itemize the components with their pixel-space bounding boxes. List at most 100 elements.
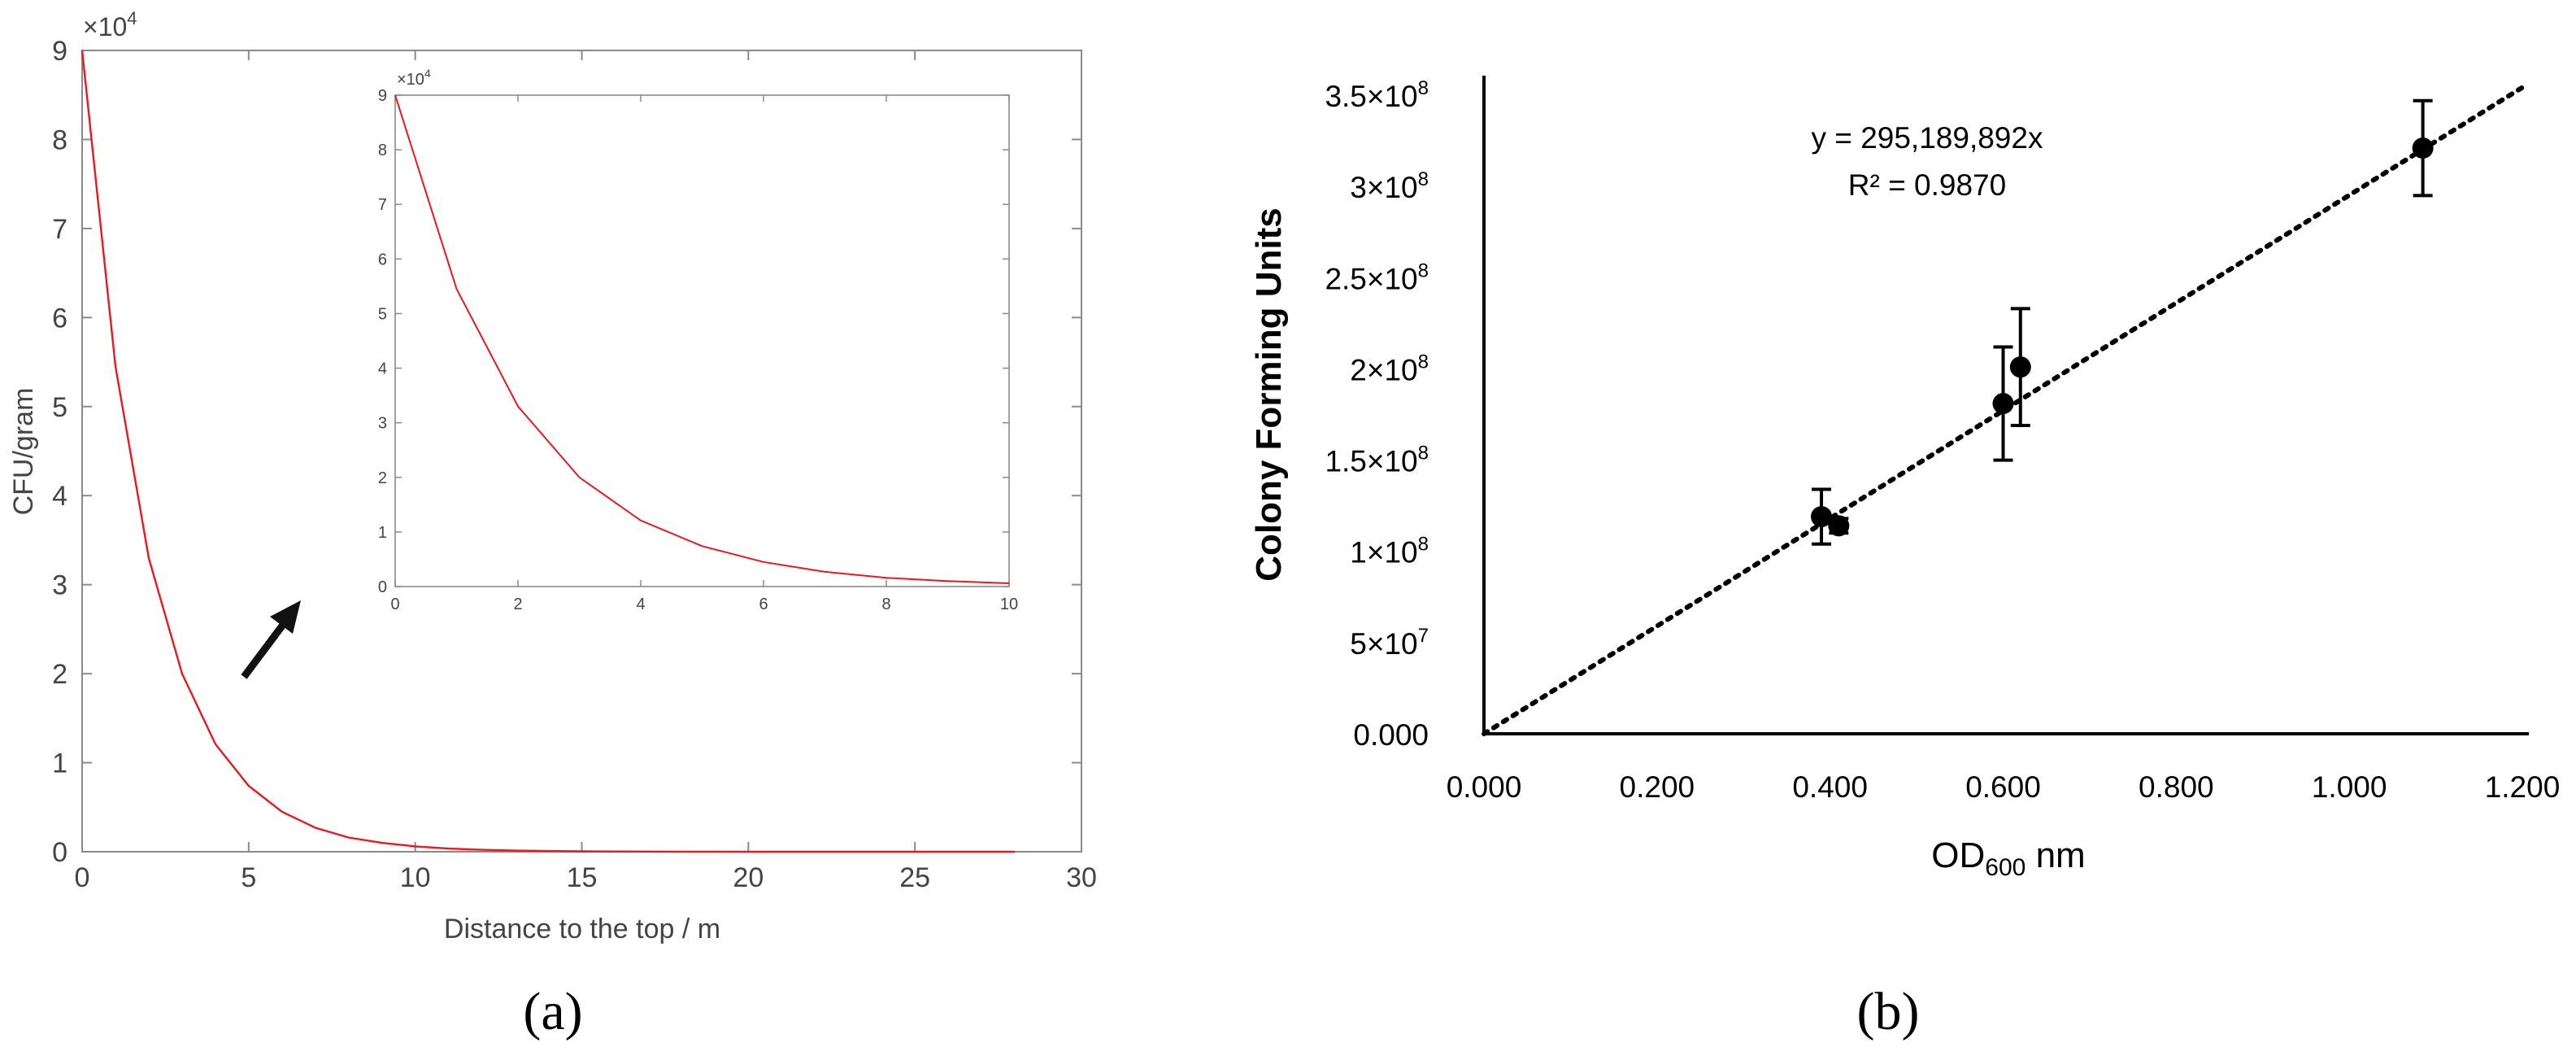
panel-b-label: (b) [1857,982,1920,1041]
inset-y-tick-label: 9 [378,87,387,105]
x-axis-label: OD600 nm [1931,835,2085,881]
trendline [1482,85,2525,736]
y-tick-label-exp: 8 [1418,534,1429,556]
y-tick-label-base: 3.5×10 [1325,80,1417,113]
x-tick-label: 0.000 [1447,770,1522,804]
y-ticks [82,50,1081,853]
x-axis-label: Distance to the top / m [444,914,720,944]
data-point [1992,345,2014,462]
inset-y-tick-label: 2 [378,469,387,487]
x-tick-label: 10 [400,862,431,893]
point-marker [1811,506,1833,528]
x-tick-label: 0.600 [1965,770,2041,804]
inset-y-multiplier-base: ×10 [397,71,424,89]
inset-y-tick-label: 1 [378,524,387,542]
inset-series-line [394,94,1010,584]
x-tick-label: 0.400 [1792,770,1868,804]
x-axis-label-main: OD [1931,835,1985,875]
inset-y-tick-label: 5 [378,305,387,323]
x-tick-label: 1.200 [2485,770,2561,804]
y-multiplier-exp: 4 [127,8,137,28]
x-axis-label-unit: nm [2026,835,2085,875]
arrow-icon [241,600,301,679]
y-tick-label-exp: 8 [1418,77,1429,99]
series-line [80,50,1016,853]
y-multiplier-base: ×10 [83,12,127,41]
y-tick-label-base: 3×10 [1350,171,1417,204]
data-point [1828,515,1850,537]
r-squared-label: R² = 0.9870 [1848,168,2006,202]
y-axis-label: CFU/gram [8,388,39,516]
inset-y-tick-label: 0 [378,578,387,596]
x-tick-label: 30 [1066,862,1097,893]
y-tick-label: 4 [52,481,67,512]
y-tick-label-base: 2.5×10 [1325,262,1417,295]
point-marker [1828,515,1850,537]
inset-y-tick-label: 6 [378,251,387,268]
x-tick-label: 5 [241,862,256,893]
y-tick-label-exp: 8 [1418,260,1429,281]
y-multiplier: ×104 [83,8,137,41]
y-tick-label: 5×107 [1350,625,1429,661]
y-tick-label: 0.000 [1353,718,1429,752]
inset-x-tick-labels: 0 2 4 6 8 10 [390,595,1018,613]
y-tick-labels: 0.0005×1071×1081.5×1082×1082.5×1083×1083… [1325,77,1429,752]
data-point [2412,98,2434,198]
y-tick-label: 1 [52,748,67,779]
x-tick-label: 0.200 [1620,770,1695,804]
point-marker [2009,356,2031,378]
inset-y-multiplier: ×104 [397,67,431,89]
x-tick-label: 15 [567,862,598,893]
data-points [1811,98,2434,546]
y-tick-label: 8 [52,124,67,155]
y-tick-label-base: 2×10 [1350,353,1417,386]
inset-y-tick-labels: 0 1 2 3 4 5 6 7 8 9 [378,87,387,596]
y-tick-label-exp: 7 [1418,625,1429,647]
y-tick-label: 3.5×108 [1325,77,1429,113]
inset-background [395,95,1009,587]
x-tick-labels: 0 5 10 15 20 25 30 [75,862,1097,893]
inset-y-tick-label: 4 [378,360,387,378]
x-tick-label: 25 [899,862,930,893]
x-tick-label: 1.000 [2312,770,2387,804]
inset-x-tick-label: 4 [636,595,645,613]
inset-y-multiplier-exp: 4 [424,67,431,80]
inset-x-tick-label: 2 [513,595,522,613]
y-tick-label: 9 [52,36,67,67]
y-tick-label-exp: 8 [1418,351,1429,373]
inset-x-tick-label: 10 [1000,595,1018,613]
x-tick-label: 20 [733,862,764,893]
y-tick-label-base: 5×10 [1350,627,1417,661]
inset-y-ticks [395,94,1009,587]
x-tick-labels: 0.000 0.200 0.400 0.600 0.800 1.000 1.200 [1447,770,2561,804]
panel-a-label: (a) [523,982,582,1041]
y-tick-label: 2 [52,659,67,690]
y-tick-label: 2×108 [1350,351,1429,386]
y-tick-label-base: 1.5×10 [1325,445,1417,478]
point-marker [2412,137,2434,159]
x-axis-label-subscript: 600 [1985,854,2026,881]
inset-x-tick-label: 8 [881,595,890,613]
y-tick-label: 1.5×108 [1325,443,1429,478]
data-point [1811,487,1833,546]
y-tick-label-base: 1×10 [1350,536,1417,569]
point-marker [1992,393,2014,415]
y-tick-label: 3×108 [1350,168,1429,204]
inset-x-tick-label: 0 [390,595,399,613]
y-tick-labels: 0 1 2 3 4 5 6 7 8 9 [52,36,67,868]
y-tick-label: 1×108 [1350,534,1429,569]
x-tick-label: 0.800 [2139,770,2214,804]
inset-frame [394,94,1010,587]
inset-y-tick-label: 3 [378,415,387,433]
y-tick-label: 7 [52,214,67,245]
y-tick-label: 5 [52,392,67,423]
y-tick-label-base: 0.000 [1353,718,1429,752]
y-tick-label: 6 [52,303,67,334]
y-tick-label-exp: 8 [1418,443,1429,465]
y-tick-label: 3 [52,570,67,601]
inset-x-tick-label: 6 [759,595,768,613]
y-axis-label: Colony Forming Units [1249,207,1289,582]
inset-y-tick-label: 7 [378,196,387,214]
